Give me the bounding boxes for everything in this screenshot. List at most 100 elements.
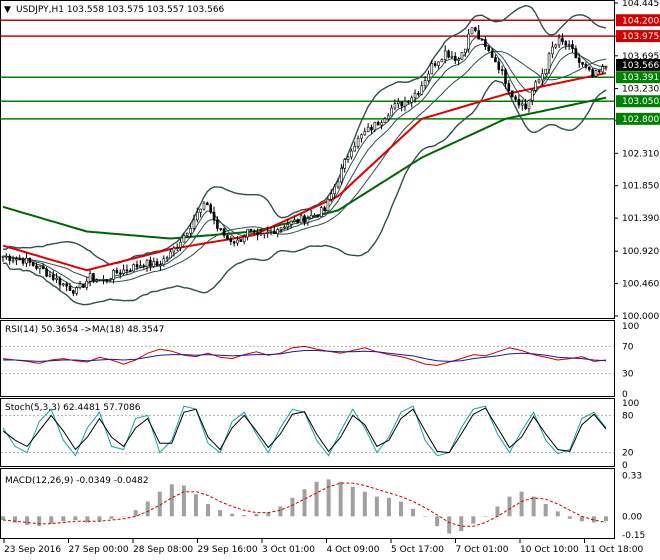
macd-histogram-bar	[531, 496, 536, 517]
candle-body	[202, 202, 206, 210]
candle-body	[72, 290, 75, 294]
candle-body	[159, 264, 162, 267]
macd-histogram-bar	[25, 516, 30, 525]
macd-histogram-bar	[61, 516, 66, 522]
candle-body	[232, 241, 236, 244]
candle-body	[51, 274, 55, 280]
rsi-tick-label: 100	[622, 322, 639, 332]
candle-body	[152, 261, 156, 267]
candle-body	[273, 230, 276, 235]
rsi-header: RSI(14) 50.3654 ->MA(18) 48.3547	[5, 325, 164, 335]
candle-body	[21, 258, 25, 264]
candle-body	[437, 61, 440, 66]
candle-body	[142, 265, 145, 268]
candle-body	[360, 134, 363, 139]
candle-body	[380, 122, 383, 126]
candle-body	[68, 285, 72, 291]
candle-body	[561, 37, 564, 42]
candle-body	[58, 277, 62, 286]
candle-body	[467, 33, 470, 50]
candle-body	[474, 27, 477, 31]
macd-histogram-bar	[314, 481, 319, 517]
stoch-plot	[1, 405, 614, 457]
candle-body	[477, 30, 481, 40]
candle-body	[219, 228, 223, 230]
sma-red-line	[2, 72, 607, 272]
macd-histogram-bar	[266, 512, 271, 517]
candle-body	[363, 131, 367, 136]
candle-body	[266, 231, 269, 234]
candle-body	[507, 83, 511, 92]
candle-body	[286, 224, 290, 228]
candle-body	[155, 261, 159, 266]
candle-body	[309, 214, 313, 219]
candle-body	[135, 264, 139, 268]
candle-body	[591, 69, 594, 77]
macd-histogram-bar	[169, 484, 174, 517]
macd-histogram-bar	[109, 516, 114, 519]
candle-body	[65, 283, 68, 287]
stoch-tick-label: 100	[622, 399, 639, 409]
candle-body	[350, 150, 353, 158]
candle-body	[276, 229, 280, 235]
candle-body	[82, 283, 85, 288]
candle-body	[319, 207, 323, 217]
candle-body	[293, 219, 296, 222]
candle-body	[61, 283, 65, 286]
candle-body	[118, 272, 122, 275]
candle-body	[269, 230, 273, 233]
candle-body	[259, 233, 263, 236]
candle-body	[45, 268, 48, 277]
candle-body	[5, 255, 8, 258]
candle-body	[417, 93, 420, 95]
candle-body	[249, 228, 253, 232]
candle-body	[460, 52, 464, 60]
level-tag-102.800	[616, 112, 660, 125]
candle-body	[112, 270, 115, 280]
candle-body	[209, 204, 212, 213]
candle-body	[139, 265, 142, 268]
macd-histogram-bar	[302, 489, 307, 517]
candle-body	[504, 69, 507, 84]
candle-body	[514, 96, 517, 100]
candle-body	[303, 215, 306, 223]
candle-body	[172, 247, 176, 253]
candle-body	[18, 258, 22, 261]
candle-body	[15, 258, 18, 261]
candle-body	[537, 79, 541, 83]
candle-body	[587, 66, 591, 70]
candle-body	[239, 239, 243, 242]
candle-body	[487, 46, 491, 52]
price-tick-label: 100.000	[622, 312, 659, 322]
candle-body	[463, 48, 467, 53]
candle-body	[447, 50, 450, 58]
macd-histogram-bar	[579, 516, 584, 522]
rsi-tick-label: 30	[622, 370, 634, 380]
candle-body	[262, 232, 266, 235]
candle-body	[390, 107, 393, 117]
candle-body	[584, 64, 588, 68]
candle-body	[530, 90, 534, 101]
macd-histogram-bar	[157, 491, 162, 517]
candle-body	[396, 101, 400, 105]
stoch-tick-label: 20	[622, 449, 634, 459]
candle-body	[597, 70, 601, 73]
candle-body	[92, 273, 95, 282]
macd-histogram-bar	[398, 501, 403, 517]
dropdown-triangle-icon[interactable]: ▼	[4, 5, 11, 15]
candle-body	[601, 66, 604, 73]
macd-histogram-bar	[49, 516, 54, 524]
macd-histogram-bar	[218, 510, 223, 517]
rsi-tick-label: 0	[622, 390, 628, 400]
candle-body	[313, 214, 316, 217]
macd-histogram-bar	[85, 516, 90, 523]
macd-histogram-bar	[121, 516, 126, 517]
macd-histogram-bar	[386, 497, 391, 517]
candle-body	[386, 115, 390, 120]
macd-histogram-bar	[423, 516, 428, 517]
candle-body	[41, 265, 45, 270]
candle-body	[557, 37, 561, 46]
candle-body	[102, 279, 105, 281]
candle-body	[551, 46, 554, 55]
